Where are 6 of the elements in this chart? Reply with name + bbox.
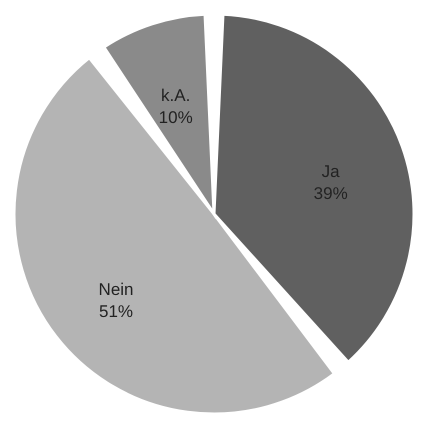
slice-label: k.A.: [161, 86, 190, 106]
data-label: 51%: [99, 302, 134, 321]
slice-label: Ja: [322, 162, 340, 181]
data-label: 10%: [158, 108, 193, 128]
slice-label: Nein: [98, 280, 134, 299]
data-label: 39%: [314, 184, 348, 203]
